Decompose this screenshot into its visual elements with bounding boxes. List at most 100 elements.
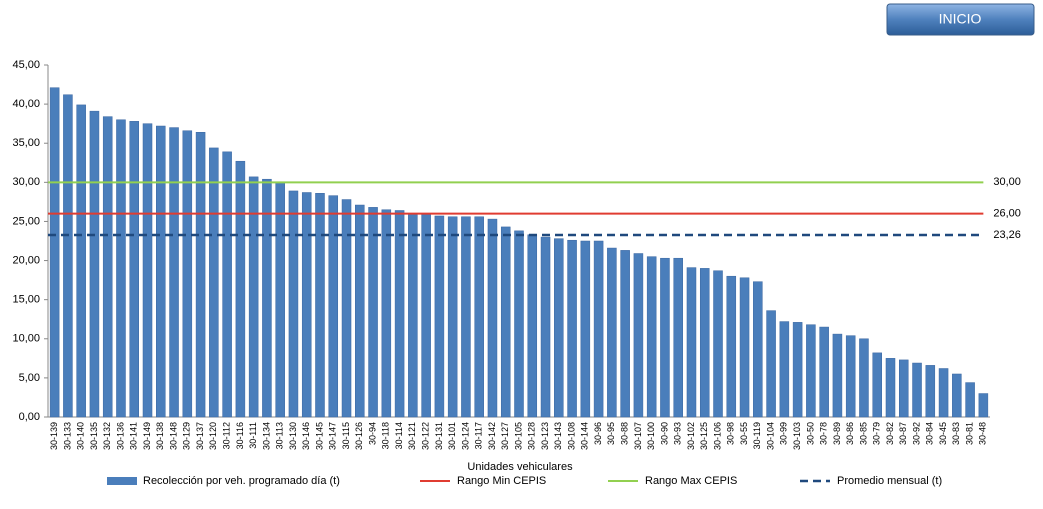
bar bbox=[315, 193, 325, 418]
y-tick-label: 25,00 bbox=[12, 215, 40, 227]
bar bbox=[235, 160, 246, 418]
legend-swatch bbox=[107, 477, 137, 485]
x-tick-label: 30-126 bbox=[354, 422, 364, 450]
bar bbox=[699, 268, 710, 418]
x-tick-label: 30-85 bbox=[858, 422, 868, 445]
x-tick-label: 30-132 bbox=[102, 422, 112, 450]
x-tick-label: 30-138 bbox=[155, 422, 165, 450]
bar bbox=[434, 215, 445, 418]
x-tick-label: 30-116 bbox=[235, 422, 245, 449]
bar bbox=[845, 335, 856, 418]
bar bbox=[593, 240, 604, 418]
y-tick-label: 40,00 bbox=[12, 98, 40, 110]
bar bbox=[102, 116, 113, 418]
x-tick-label: 30-137 bbox=[195, 422, 205, 450]
y-tick-label: 20,00 bbox=[12, 254, 40, 266]
x-tick-label: 30-105 bbox=[513, 422, 523, 450]
bar bbox=[341, 199, 352, 418]
bar bbox=[408, 213, 418, 418]
x-tick-label: 30-125 bbox=[699, 422, 709, 450]
bar bbox=[500, 226, 511, 418]
x-tick-label: 30-79 bbox=[872, 422, 882, 445]
reference-label: 23,26 bbox=[993, 229, 1021, 241]
x-tick-label: 30-87 bbox=[898, 422, 908, 445]
bar bbox=[328, 195, 339, 418]
bar bbox=[142, 123, 153, 418]
bar bbox=[938, 368, 949, 418]
x-tick-label: 30-128 bbox=[527, 422, 537, 450]
inicio-button[interactable]: INICIO bbox=[886, 3, 1035, 36]
x-tick-label: 30-131 bbox=[434, 422, 444, 450]
bar bbox=[368, 207, 378, 418]
x-tick-label: 30-148 bbox=[168, 422, 178, 450]
bar bbox=[487, 218, 498, 418]
bar bbox=[872, 352, 882, 418]
x-tick-label: 30-78 bbox=[819, 422, 829, 445]
bar bbox=[925, 365, 936, 418]
x-tick-label: 30-101 bbox=[447, 422, 457, 450]
x-tick-label: 30-48 bbox=[978, 422, 988, 445]
x-tick-label: 30-96 bbox=[593, 422, 603, 445]
x-tick-label: 30-103 bbox=[792, 422, 802, 450]
x-tick-label: 30-83 bbox=[951, 422, 961, 445]
x-tick-label: 30-106 bbox=[712, 422, 722, 450]
bar bbox=[779, 321, 790, 418]
bar bbox=[567, 239, 577, 418]
bar bbox=[129, 121, 140, 418]
bar bbox=[806, 324, 816, 418]
x-tick-label: 30-107 bbox=[633, 422, 643, 450]
bar bbox=[49, 87, 60, 418]
x-tick-label: 30-149 bbox=[142, 422, 152, 450]
x-tick-label: 30-114 bbox=[394, 422, 404, 449]
bar bbox=[885, 358, 896, 418]
x-tick-label: 30-122 bbox=[421, 422, 431, 450]
bar bbox=[952, 373, 962, 418]
bar bbox=[195, 132, 206, 418]
x-tick-label: 30-115 bbox=[341, 422, 351, 449]
bar bbox=[248, 176, 259, 418]
bar bbox=[660, 257, 670, 418]
y-tick-label: 0,00 bbox=[19, 411, 40, 423]
bar bbox=[182, 130, 193, 418]
bar bbox=[620, 250, 630, 418]
x-tick-label: 30-139 bbox=[49, 422, 59, 450]
bar bbox=[673, 257, 683, 418]
x-tick-label: 30-90 bbox=[659, 422, 669, 445]
button-label[interactable]: INICIO bbox=[939, 11, 982, 27]
x-tick-label: 30-112 bbox=[221, 422, 231, 449]
legend-label: Recolección por veh. programado día (t) bbox=[143, 475, 340, 487]
x-tick-label: 30-135 bbox=[89, 422, 99, 450]
x-tick-label: 30-88 bbox=[620, 422, 630, 445]
bar bbox=[819, 326, 829, 418]
x-tick-label: 30-81 bbox=[964, 422, 974, 445]
x-tick-label: 30-133 bbox=[62, 422, 72, 450]
x-tick-label: 30-124 bbox=[460, 422, 470, 450]
bar bbox=[474, 216, 484, 418]
bar bbox=[355, 204, 365, 418]
bar bbox=[63, 94, 73, 418]
x-tick-label: 30-45 bbox=[938, 422, 948, 445]
x-tick-label: 30-123 bbox=[540, 422, 550, 450]
x-tick-label: 30-134 bbox=[261, 422, 271, 450]
x-tick-label: 30-130 bbox=[288, 422, 298, 450]
x-tick-label: 30-129 bbox=[182, 422, 192, 450]
bar bbox=[607, 247, 617, 418]
bar bbox=[381, 209, 392, 418]
x-tick-label: 30-118 bbox=[381, 422, 391, 449]
x-axis-title: Unidades vehiculares bbox=[467, 461, 573, 473]
bar bbox=[262, 178, 272, 418]
bar bbox=[859, 338, 869, 418]
x-tick-label: 30-84 bbox=[925, 422, 935, 445]
y-tick-label: 45,00 bbox=[12, 59, 40, 71]
bar bbox=[301, 192, 312, 418]
legend-label: Rango Min CEPIS bbox=[457, 475, 546, 487]
x-tick-label: 30-98 bbox=[726, 422, 736, 445]
button-bg[interactable] bbox=[886, 3, 1035, 36]
y-tick-label: 15,00 bbox=[12, 294, 40, 306]
bar bbox=[898, 359, 909, 418]
x-tick-label: 30-102 bbox=[686, 422, 696, 450]
y-tick-label: 35,00 bbox=[12, 137, 40, 149]
x-tick-label: 30-55 bbox=[739, 422, 749, 445]
x-tick-label: 30-142 bbox=[487, 422, 497, 450]
